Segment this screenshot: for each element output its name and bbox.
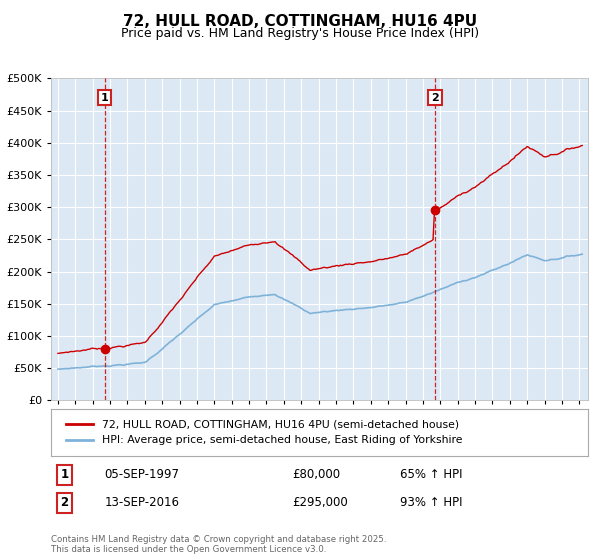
Text: 93% ↑ HPI: 93% ↑ HPI <box>400 496 463 509</box>
Text: £295,000: £295,000 <box>293 496 349 509</box>
Text: 1: 1 <box>101 93 109 102</box>
Text: 05-SEP-1997: 05-SEP-1997 <box>105 468 180 481</box>
Text: Price paid vs. HM Land Registry's House Price Index (HPI): Price paid vs. HM Land Registry's House … <box>121 27 479 40</box>
Text: £80,000: £80,000 <box>293 468 341 481</box>
Text: 1: 1 <box>61 468 68 481</box>
Text: 2: 2 <box>431 93 439 102</box>
Legend: 72, HULL ROAD, COTTINGHAM, HU16 4PU (semi-detached house), HPI: Average price, s: 72, HULL ROAD, COTTINGHAM, HU16 4PU (sem… <box>62 416 467 450</box>
Text: 72, HULL ROAD, COTTINGHAM, HU16 4PU: 72, HULL ROAD, COTTINGHAM, HU16 4PU <box>123 14 477 29</box>
Text: Contains HM Land Registry data © Crown copyright and database right 2025.
This d: Contains HM Land Registry data © Crown c… <box>51 535 386 554</box>
Text: 2: 2 <box>61 496 68 509</box>
Text: 65% ↑ HPI: 65% ↑ HPI <box>400 468 463 481</box>
Text: 13-SEP-2016: 13-SEP-2016 <box>105 496 180 509</box>
